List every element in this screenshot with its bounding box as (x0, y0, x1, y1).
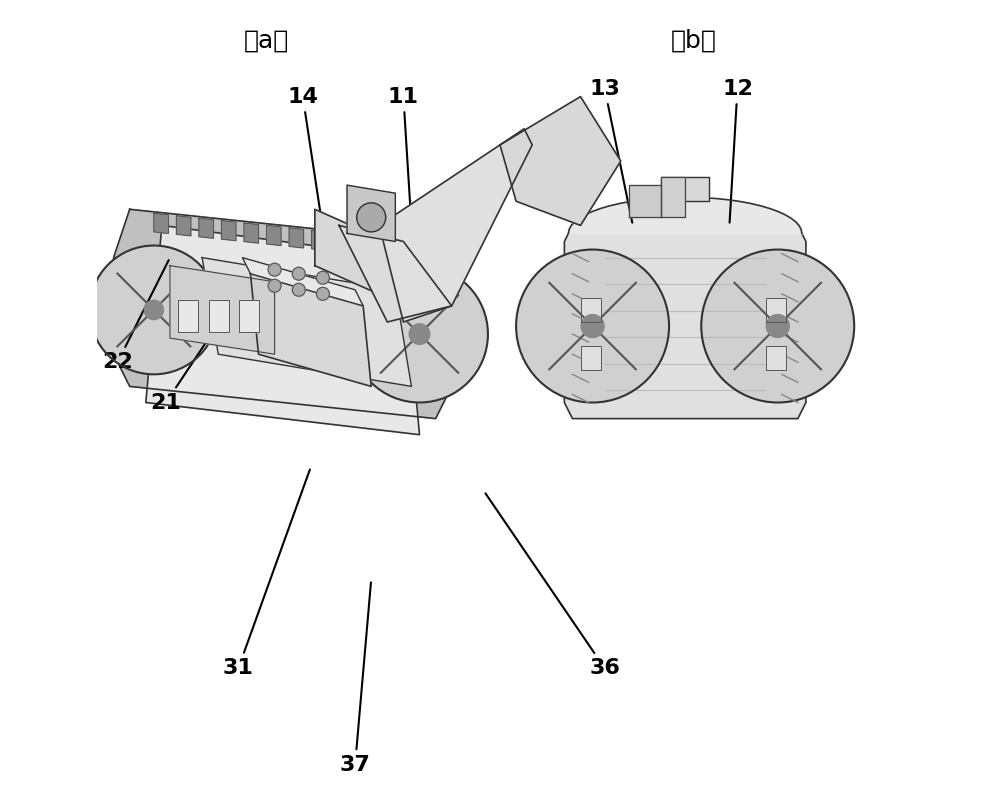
Text: 36: 36 (485, 493, 620, 678)
Circle shape (316, 271, 329, 284)
Polygon shape (289, 228, 304, 248)
Polygon shape (402, 240, 416, 260)
Polygon shape (242, 258, 363, 306)
Text: 22: 22 (102, 260, 169, 372)
Polygon shape (239, 300, 259, 332)
Polygon shape (114, 209, 452, 419)
Circle shape (409, 324, 430, 345)
Text: （a）: （a） (244, 28, 289, 52)
Polygon shape (146, 225, 420, 435)
Polygon shape (250, 274, 371, 386)
Polygon shape (209, 300, 229, 332)
Polygon shape (661, 177, 685, 217)
Polygon shape (334, 233, 349, 253)
Polygon shape (339, 225, 452, 322)
Text: 37: 37 (340, 582, 371, 774)
Bar (580, 346, 601, 370)
Polygon shape (379, 237, 394, 258)
Polygon shape (202, 258, 411, 386)
Circle shape (766, 315, 789, 337)
Polygon shape (500, 97, 621, 225)
Polygon shape (176, 216, 191, 236)
Polygon shape (661, 177, 709, 201)
Polygon shape (199, 218, 213, 238)
Polygon shape (564, 225, 806, 419)
Circle shape (292, 283, 305, 296)
Text: 12: 12 (722, 79, 753, 223)
Polygon shape (357, 235, 371, 255)
Polygon shape (629, 185, 661, 217)
Polygon shape (221, 221, 236, 241)
Circle shape (89, 246, 218, 374)
Text: 11: 11 (388, 87, 419, 223)
Circle shape (268, 279, 281, 292)
Bar (580, 298, 601, 322)
Polygon shape (312, 230, 326, 250)
Bar (766, 298, 786, 322)
Circle shape (268, 263, 281, 276)
Circle shape (292, 267, 305, 280)
Polygon shape (315, 209, 387, 298)
Text: 21: 21 (150, 296, 237, 412)
Polygon shape (244, 223, 258, 243)
Circle shape (144, 300, 164, 320)
Polygon shape (170, 266, 275, 354)
Circle shape (701, 250, 854, 402)
Polygon shape (379, 129, 532, 322)
Bar (580, 346, 601, 370)
Text: （b）: （b） (670, 28, 716, 52)
Circle shape (516, 250, 669, 402)
Text: 13: 13 (589, 79, 632, 223)
Bar (766, 346, 786, 370)
Text: 14: 14 (287, 87, 322, 227)
Polygon shape (267, 225, 281, 246)
Circle shape (351, 266, 488, 402)
Circle shape (316, 287, 329, 300)
Circle shape (581, 315, 604, 337)
Text: 31: 31 (223, 469, 310, 678)
Polygon shape (154, 213, 168, 233)
Bar (580, 298, 601, 322)
Bar (766, 298, 786, 322)
Bar (766, 346, 786, 370)
Polygon shape (178, 300, 198, 332)
Circle shape (357, 203, 386, 232)
Polygon shape (347, 185, 395, 242)
